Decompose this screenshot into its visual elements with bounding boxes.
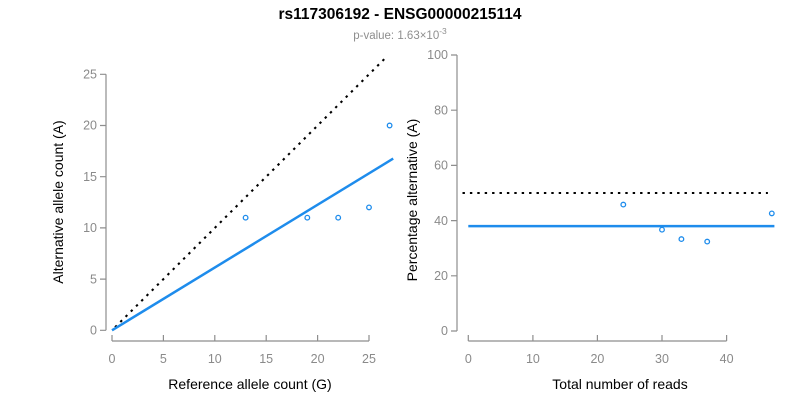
data-point: [242, 214, 249, 221]
identity-line: [114, 56, 388, 328]
allele-counts-panel: 0 5 10 15 20 25 0 5 10 15 20 25 Reference allele cou…: [50, 56, 394, 392]
x-tick-label: 20: [590, 352, 604, 366]
percentage-panel: 0 10 20 30 40 0 20 40 60 80 100 Total number of rea…: [404, 48, 775, 392]
x-tick-label: 10: [526, 352, 540, 366]
x-tick-label: 5: [160, 352, 167, 366]
x-axis-title: Total number of reads: [552, 376, 687, 392]
y-tick-label: 40: [434, 214, 448, 228]
y-tick-label: 20: [434, 269, 448, 283]
data-point: [659, 226, 665, 233]
x-tick-label: 10: [208, 352, 222, 366]
x-tick-label: 20: [311, 352, 325, 366]
y-axis: [451, 54, 458, 332]
y-tick-label: 15: [83, 170, 97, 184]
x-tick-label: 25: [362, 352, 376, 366]
y-tick-label: 5: [90, 272, 97, 286]
p-value-exponent: -3: [439, 26, 447, 36]
data-point: [704, 238, 711, 245]
y-tick-label: 25: [83, 68, 97, 82]
data-point: [304, 214, 311, 221]
figure-title: rs117306192 - ENSG00000215114: [278, 6, 522, 23]
figure-subtitle: p-value: 1.63×10-3: [0, 26, 800, 42]
x-axis: [467, 335, 728, 342]
data-point: [620, 201, 627, 208]
fit-line: [111, 157, 394, 332]
y-tick-label: 0: [90, 324, 97, 338]
x-axis-title: Reference allele count (G): [168, 376, 331, 392]
x-tick-label: 0: [109, 352, 116, 366]
y-tick-label: 0: [441, 324, 448, 338]
data-point: [386, 122, 393, 129]
y-tick-label: 20: [83, 119, 97, 133]
x-axis: [111, 335, 370, 342]
y-tick-label: 10: [83, 221, 97, 235]
x-tick-label: 0: [465, 352, 472, 366]
data-point: [335, 214, 342, 221]
y-tick-label: 60: [434, 159, 448, 173]
y-axis-title: Percentage alternative (A): [404, 119, 420, 282]
data-point: [678, 236, 685, 243]
x-tick-label: 15: [259, 352, 273, 366]
y-axis-title: Alternative allele count (A): [50, 120, 66, 283]
y-tick-label: 80: [434, 103, 448, 117]
y-tick-label: 100: [427, 48, 448, 62]
data-point: [768, 210, 775, 217]
x-tick-label: 40: [720, 352, 734, 366]
x-tick-label: 30: [655, 352, 669, 366]
data-point: [366, 204, 372, 211]
p-value-text: p-value: 1.63×10: [353, 29, 440, 42]
y-axis: [100, 73, 107, 331]
